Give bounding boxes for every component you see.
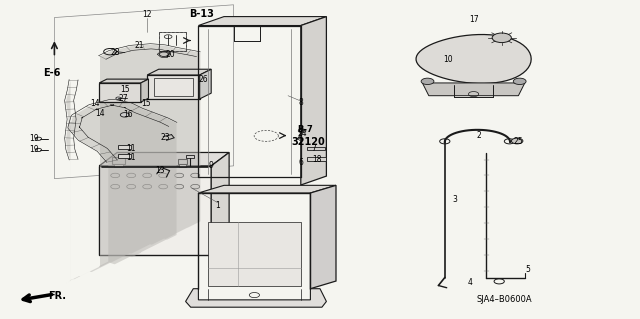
Text: B-7: B-7 bbox=[298, 125, 314, 134]
Bar bbox=[114, 164, 123, 167]
Bar bbox=[208, 222, 301, 286]
Circle shape bbox=[143, 184, 152, 189]
Text: 7: 7 bbox=[311, 144, 316, 153]
Text: 25: 25 bbox=[513, 137, 524, 146]
Text: 20: 20 bbox=[165, 50, 175, 59]
Bar bbox=[186, 155, 194, 158]
Text: 18: 18 bbox=[312, 155, 321, 164]
Text: 19: 19 bbox=[29, 145, 39, 154]
Text: 14: 14 bbox=[90, 99, 100, 108]
Polygon shape bbox=[198, 185, 336, 193]
Circle shape bbox=[298, 129, 306, 133]
Circle shape bbox=[127, 173, 136, 178]
Polygon shape bbox=[200, 69, 211, 99]
Text: 13: 13 bbox=[155, 166, 165, 175]
Text: 3: 3 bbox=[452, 195, 457, 204]
Polygon shape bbox=[211, 152, 229, 255]
Circle shape bbox=[175, 173, 184, 178]
Polygon shape bbox=[307, 157, 326, 161]
Bar bbox=[99, 83, 141, 102]
Circle shape bbox=[492, 33, 511, 43]
Polygon shape bbox=[99, 152, 229, 166]
Circle shape bbox=[159, 52, 168, 56]
Bar bbox=[179, 164, 186, 167]
Circle shape bbox=[111, 184, 120, 189]
Text: 32120: 32120 bbox=[291, 137, 325, 147]
Bar bbox=[159, 32, 186, 51]
Circle shape bbox=[127, 184, 136, 189]
Circle shape bbox=[421, 78, 434, 85]
Circle shape bbox=[159, 173, 168, 178]
Bar bbox=[99, 166, 211, 255]
Bar bbox=[118, 154, 131, 158]
Text: 5: 5 bbox=[525, 265, 531, 274]
Circle shape bbox=[175, 184, 184, 189]
Text: 14: 14 bbox=[95, 109, 106, 118]
Polygon shape bbox=[416, 34, 531, 84]
Polygon shape bbox=[307, 147, 325, 150]
Text: 23: 23 bbox=[160, 133, 170, 142]
Text: 10: 10 bbox=[443, 55, 453, 63]
Text: 8: 8 bbox=[298, 98, 303, 107]
Polygon shape bbox=[186, 289, 326, 307]
Polygon shape bbox=[301, 17, 326, 185]
Polygon shape bbox=[99, 79, 148, 83]
Text: E-6: E-6 bbox=[44, 68, 61, 78]
Text: 15: 15 bbox=[120, 85, 130, 94]
Text: 11: 11 bbox=[127, 144, 136, 153]
Circle shape bbox=[513, 78, 526, 85]
Text: B-13: B-13 bbox=[189, 9, 214, 19]
Circle shape bbox=[191, 173, 200, 178]
Text: 2: 2 bbox=[476, 131, 481, 140]
Polygon shape bbox=[141, 79, 148, 102]
Circle shape bbox=[120, 113, 129, 117]
Circle shape bbox=[111, 173, 120, 178]
Circle shape bbox=[191, 184, 200, 189]
Polygon shape bbox=[310, 185, 336, 289]
Circle shape bbox=[511, 138, 523, 144]
Polygon shape bbox=[147, 69, 211, 75]
Text: 21: 21 bbox=[135, 41, 144, 50]
Polygon shape bbox=[54, 5, 234, 179]
Text: SJA4–B0600A: SJA4–B0600A bbox=[477, 295, 532, 304]
Text: 17: 17 bbox=[468, 15, 479, 24]
Text: 26: 26 bbox=[198, 75, 209, 84]
Text: 9: 9 bbox=[209, 161, 214, 170]
Circle shape bbox=[143, 173, 152, 178]
Circle shape bbox=[116, 97, 121, 100]
Text: FR.: FR. bbox=[48, 291, 66, 301]
Bar bbox=[154, 78, 193, 96]
Text: 6: 6 bbox=[298, 158, 303, 167]
Text: 27: 27 bbox=[118, 94, 128, 103]
Text: 16: 16 bbox=[123, 110, 133, 119]
Bar bbox=[112, 157, 125, 164]
Polygon shape bbox=[422, 83, 525, 96]
Text: 12: 12 bbox=[143, 10, 152, 19]
Text: 11: 11 bbox=[127, 153, 136, 162]
Text: 24: 24 bbox=[297, 130, 307, 138]
Polygon shape bbox=[198, 17, 326, 26]
Text: 4: 4 bbox=[468, 278, 473, 287]
Circle shape bbox=[159, 184, 168, 189]
Bar bbox=[118, 145, 131, 149]
Text: 15: 15 bbox=[141, 99, 151, 108]
Bar bbox=[147, 75, 200, 99]
Text: 19: 19 bbox=[29, 134, 39, 143]
Bar bbox=[178, 159, 187, 164]
Text: 1: 1 bbox=[215, 201, 220, 210]
Text: 28: 28 bbox=[111, 48, 120, 57]
